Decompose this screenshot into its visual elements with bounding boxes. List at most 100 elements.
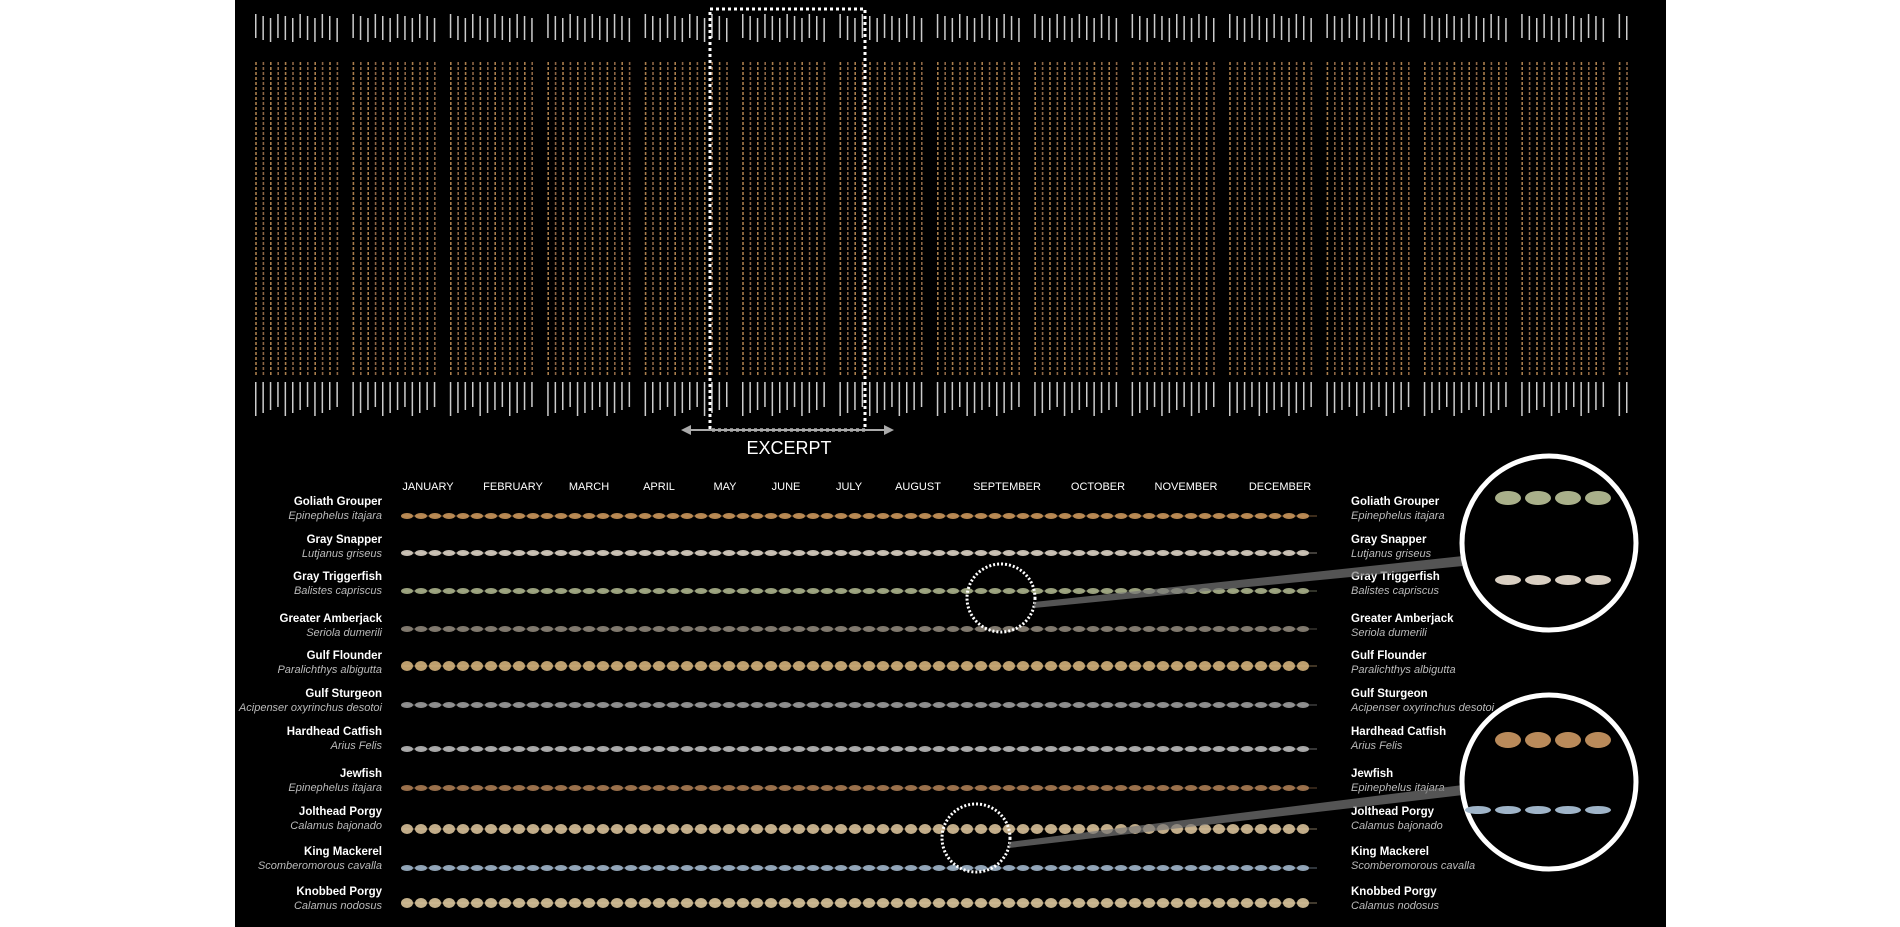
fish-icon (989, 550, 1001, 556)
fish-icon (1073, 702, 1085, 708)
fish-icon (653, 746, 665, 752)
fish-icon (891, 746, 903, 752)
zoom-circle (1459, 692, 1639, 872)
fish-icon (919, 785, 931, 791)
fish-icon (499, 513, 511, 519)
species-name: Jewfish (1351, 768, 1393, 780)
fish-icon (667, 513, 679, 519)
fish-icon (947, 513, 959, 519)
fish-icon (765, 661, 777, 671)
strip-label (854, 382, 856, 410)
fish-icon (471, 898, 483, 908)
strip-label (786, 14, 788, 38)
strip-label (801, 382, 803, 416)
fish-icon (1199, 513, 1211, 519)
fish-icon (555, 898, 567, 908)
strip-label (1041, 16, 1044, 40)
fish-icon (863, 588, 875, 594)
fish-icon (569, 661, 581, 671)
fish-icon (625, 513, 637, 519)
strip-label (1041, 382, 1044, 413)
fish-icon (1585, 575, 1611, 585)
fish-icon (947, 626, 959, 632)
strip-label (652, 16, 654, 40)
strip-label (1115, 18, 1118, 42)
fish-icon (919, 626, 931, 632)
fish-icon (513, 898, 525, 908)
fish-icon (919, 702, 931, 708)
strip-label (599, 382, 601, 407)
fish-icon (625, 588, 637, 594)
strip-label (936, 382, 939, 416)
fish-icon (1555, 806, 1581, 814)
fish-icon (681, 661, 693, 671)
fish-icon (541, 588, 553, 594)
fish-icon (457, 550, 469, 556)
strip-label (389, 382, 391, 413)
strip-label (1198, 14, 1200, 38)
fish-icon (1241, 626, 1253, 632)
fish-icon (947, 702, 959, 708)
fish-icon (1241, 785, 1253, 791)
strip-label (591, 14, 594, 38)
species-name: Gulf Flounder (307, 650, 383, 662)
fish-icon (1045, 588, 1057, 594)
strip-label (1446, 14, 1448, 38)
fish-icon (1185, 550, 1197, 556)
fish-icon (1059, 746, 1071, 752)
fish-icon (583, 746, 595, 752)
strip-label (1333, 382, 1336, 413)
fish-icon (765, 824, 777, 834)
fish-icon (1115, 898, 1127, 908)
fish-icon (429, 661, 441, 671)
fish-icon (1143, 626, 1155, 632)
strip-label (472, 382, 474, 407)
fish-icon (485, 661, 497, 671)
fish-icon (849, 865, 861, 871)
fish-icon (849, 898, 861, 908)
strip-label (433, 18, 436, 42)
fish-icon (1073, 550, 1085, 556)
strip-label (1273, 382, 1275, 410)
fish-icon (947, 661, 959, 671)
strip-label (1100, 14, 1103, 38)
fish-icon (499, 661, 511, 671)
fish-icon (1283, 661, 1295, 671)
strip-label (1243, 382, 1246, 410)
fish-icon (1045, 898, 1057, 908)
strip-label (652, 382, 654, 413)
fish-icon (821, 865, 833, 871)
fish-icon (1045, 865, 1057, 871)
fish-icon (583, 550, 595, 556)
fish-icon (1495, 806, 1521, 814)
fish-icon (723, 746, 735, 752)
fish-icon (1017, 865, 1029, 871)
fish-icon (1031, 550, 1043, 556)
fish-icon (863, 865, 875, 871)
strip-label (1063, 382, 1066, 416)
species-latin: Calamus nodosus (1351, 900, 1440, 912)
strip-label (973, 382, 976, 413)
fish-icon (919, 513, 931, 519)
fish-icon (1213, 661, 1225, 671)
strip-label (1010, 382, 1013, 410)
fish-icon (415, 824, 427, 834)
fish-icon (751, 661, 763, 671)
strip-label (981, 382, 983, 410)
fish-icon (793, 824, 805, 834)
fish-icon (1045, 746, 1057, 752)
fish-icon (1073, 865, 1085, 871)
strip-label (898, 18, 901, 42)
fish-icon (709, 588, 721, 594)
strip-label (554, 382, 557, 413)
fish-icon (1241, 898, 1253, 908)
strip-label (1153, 382, 1156, 407)
species-name: Goliath Grouper (294, 496, 383, 508)
strip-label (321, 14, 324, 38)
fish-icon (1525, 732, 1551, 748)
fish-icon (779, 746, 791, 752)
fish-icon (877, 588, 889, 594)
fish-icon (1101, 865, 1113, 871)
strip-label (262, 382, 264, 413)
fish-icon (401, 824, 413, 834)
